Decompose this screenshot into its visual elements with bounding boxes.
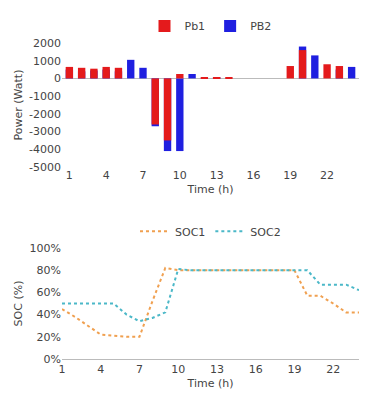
svg-text:100%: 100%	[30, 242, 61, 255]
svg-text:80%: 80%	[37, 264, 61, 277]
svg-text:19: 19	[283, 169, 297, 182]
svg-text:Time (h): Time (h)	[187, 377, 234, 390]
svg-text:10: 10	[171, 363, 185, 376]
svg-text:-2000: -2000	[29, 108, 61, 121]
svg-text:-5000: -5000	[29, 161, 61, 174]
svg-text:SOC2: SOC2	[250, 226, 280, 239]
svg-text:1000: 1000	[33, 55, 61, 68]
svg-text:Power (Watt): Power (Watt)	[12, 70, 25, 141]
svg-text:7: 7	[136, 363, 143, 376]
svg-text:1: 1	[59, 363, 66, 376]
svg-text:Pb1: Pb1	[185, 20, 206, 33]
svg-text:SOC (%): SOC (%)	[12, 281, 25, 327]
svg-text:1: 1	[66, 169, 73, 182]
svg-text:-1000: -1000	[29, 90, 61, 103]
svg-text:SOC1: SOC1	[175, 226, 205, 239]
svg-text:60%: 60%	[37, 286, 61, 299]
svg-text:-3000: -3000	[29, 125, 61, 138]
svg-text:16: 16	[246, 169, 260, 182]
svg-text:13: 13	[210, 169, 224, 182]
svg-text:4: 4	[103, 169, 110, 182]
svg-text:0: 0	[54, 72, 61, 85]
svg-text:40%: 40%	[37, 308, 61, 321]
svg-text:20%: 20%	[37, 331, 61, 344]
svg-text:-4000: -4000	[29, 143, 61, 156]
svg-text:2000: 2000	[33, 37, 61, 50]
svg-text:19: 19	[287, 363, 301, 376]
svg-text:16: 16	[249, 363, 263, 376]
svg-text:10: 10	[173, 169, 187, 182]
svg-text:PB2: PB2	[250, 20, 271, 33]
svg-text:Time (h): Time (h)	[187, 183, 234, 196]
svg-text:22: 22	[320, 169, 334, 182]
svg-text:22: 22	[326, 363, 340, 376]
svg-text:4: 4	[97, 363, 104, 376]
svg-text:7: 7	[140, 169, 147, 182]
svg-text:0%: 0%	[44, 353, 61, 366]
svg-text:13: 13	[210, 363, 224, 376]
